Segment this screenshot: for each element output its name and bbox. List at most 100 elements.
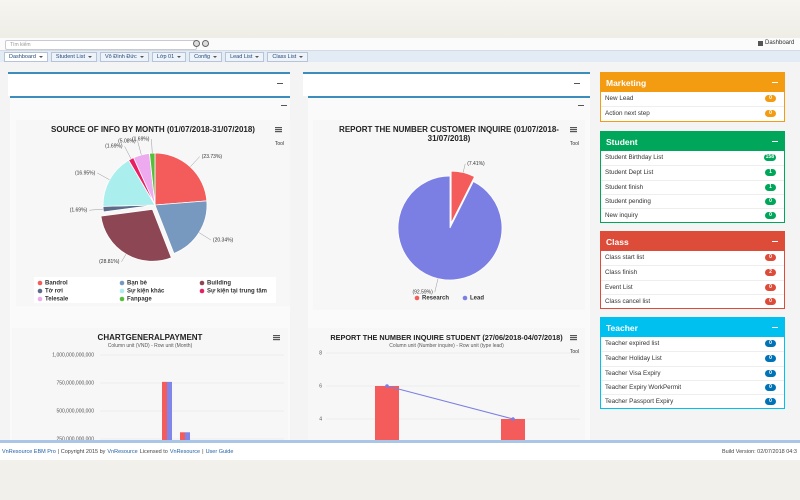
footer-text: | Copyright 2015 by [57,449,106,455]
tab-arrow [299,55,304,58]
collapse-icon[interactable] [281,105,287,106]
chart: (7.41%) (92.59%)Research Lead [397,127,577,302]
badge: 0 [765,297,776,305]
line-point [511,417,515,421]
badge: 0 [765,369,776,377]
data-label: (92.59%) [412,290,433,296]
tool-label[interactable]: Tool [274,141,284,147]
widget-item[interactable]: Teacher Expiry WorkPermit 0 [601,379,784,394]
badge: 0 [765,254,776,261]
widget-item[interactable]: Teacher Visa Expiry 0 [601,365,784,380]
legend-marker [414,295,420,301]
widget-item[interactable]: Event List 0 [601,279,784,294]
collapse-icon[interactable] [772,82,778,84]
badge: 0 [765,197,776,205]
collapse-icon[interactable] [574,83,580,84]
item-label: Teacher Passport Expiry [605,398,674,406]
widget-item[interactable]: Class finish 2 [601,265,784,279]
tab-label: Lớp 01 [156,54,175,60]
badge: 2 [765,269,776,277]
widget-item[interactable]: New Lead 0 [601,92,784,106]
widget: Student Student Birthday List 158 Student D… [600,131,785,224]
collapse-icon[interactable] [277,83,283,84]
chart: 250,000,000,000 500,000,000,000 750,000,00… [52,335,284,440]
chart: (23.73%) (20.34%) (28.81%) (1.69%) (16.95%) (… [34,127,282,303]
collapse-icon[interactable] [772,327,778,329]
widget-item[interactable]: Student Dept List 1 [601,165,784,179]
widget-item[interactable]: Class start list 0 [601,251,784,265]
bar [162,381,167,440]
footer-text: | [202,449,204,455]
item-label: Teacher Visa Expiry [605,369,661,377]
footer-link[interactable]: VnResource [107,449,138,455]
item-label: Teacher expired list [605,340,660,347]
badge: 1 [765,183,776,191]
tab[interactable]: Student List [50,52,97,62]
footer-link[interactable]: User Guide [205,449,234,455]
legend-label: Bạn bè [127,281,148,287]
panel [303,72,590,96]
y-tick-label: 8 [319,350,322,356]
badge: 0 [765,383,776,391]
data-label: (16.95%) [75,170,96,176]
bar [185,432,190,440]
widget-item[interactable]: Teacher Holiday List 0 [601,351,784,365]
legend-marker [119,296,125,302]
bar [501,419,525,440]
menu-icon [275,131,282,133]
widget-title: Teacher [606,323,638,333]
search-icon[interactable] [193,40,200,47]
tab[interactable]: Lead List [225,52,265,62]
line [386,385,514,420]
collapse-icon[interactable] [772,241,778,243]
chart-card: 250,000,000,000 500,000,000,000 750,000,00… [12,328,288,440]
widget-item[interactable]: New inquiry 0 [601,208,784,222]
home-icon [758,41,763,46]
collapse-icon[interactable] [578,105,584,106]
item-label: New Lead [605,95,634,102]
legend-marker [199,280,205,286]
pie-slice [397,175,503,281]
y-tick-label: 6 [319,383,322,389]
footer [0,443,800,460]
tab[interactable]: Võ Đình Đức [99,52,149,62]
chart-subtitle: Column unit (Number inquire) - Row unit … [389,343,504,349]
tab-arrow [255,55,260,58]
footer-link[interactable]: VnResource EBM Pro [2,449,56,455]
tab-arrow [213,55,218,58]
tab[interactable]: Config [189,52,223,62]
badge: 0 [765,95,776,102]
widget-item[interactable]: Teacher expired list 0 [601,337,784,351]
widget-item[interactable]: Class cancel list 0 [601,293,784,308]
search-box[interactable]: Tìm kiếm [5,40,197,50]
search-placeholder: Tìm kiếm [10,42,31,48]
y-tick-label: 250,000,000,000 [56,436,94,440]
tab[interactable]: Dashboard [4,52,48,62]
data-label: (5.08%) [118,139,136,145]
line-point [385,384,389,388]
item-label: New inquiry [605,212,638,220]
widget-item[interactable]: Student Birthday List 158 [601,151,784,165]
item-label: Teacher Expiry WorkPermit [605,383,682,391]
widget-item[interactable]: Teacher Passport Expiry 0 [601,394,784,408]
tab-arrow [87,55,92,58]
badge: 0 [765,398,776,406]
legend-marker [199,288,205,294]
label-connector [198,232,212,241]
widget-item[interactable]: Student pending 0 [601,193,784,208]
tab-label: Student List [55,54,85,60]
tab[interactable]: Class List [267,52,309,62]
legend-label: Tờ rơi [45,289,63,295]
widget-item[interactable]: Action next step 0 [601,106,784,120]
tool-label[interactable]: Tool [569,141,579,147]
widget-item[interactable]: Student finish 1 [601,179,784,194]
top-bar [0,38,800,51]
tab[interactable]: Lớp 01 [151,52,187,62]
item-label: Student Dept List [605,169,654,177]
search-icon[interactable] [202,40,209,47]
legend-label: Research [422,296,449,302]
collapse-icon[interactable] [772,141,778,143]
tool-label[interactable]: Tool [569,349,579,355]
footer-link[interactable]: VnResource [169,449,201,455]
